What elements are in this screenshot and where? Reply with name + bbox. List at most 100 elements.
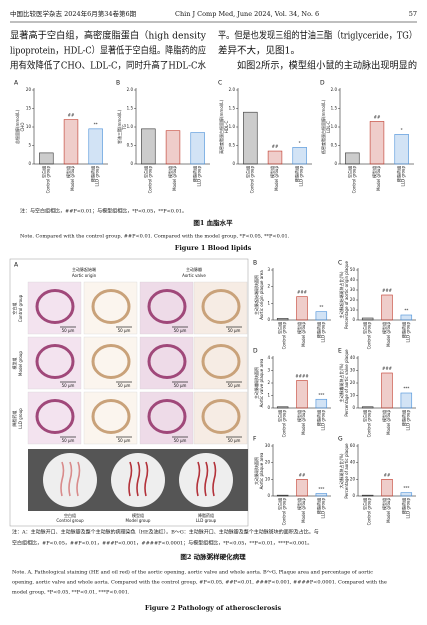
x-tick-label: LLD group [299,166,304,187]
bar [165,130,181,165]
x-tick-label: LLD group [320,410,325,431]
x-tick-label: 降脂药组 [294,166,300,182]
figure-note: model group, *P<0.05, **P<0.01, ***P<0.0… [12,590,130,596]
bar [345,152,360,165]
y-tick-label: 0.5 [229,143,236,148]
y-axis-label: 低密度脂蛋白胆固醇(mmol/L) [320,100,326,154]
significance-marker: ** [94,122,98,127]
bar [243,111,258,165]
significance-marker: *** [403,386,409,391]
panel-letter: B [253,260,257,267]
panel-letter: B [116,80,120,87]
panel-letter: A [14,262,19,269]
bar [296,479,308,497]
y-tick-label: 2 [267,380,270,385]
y-tick-label: 0 [267,493,270,498]
x-tick-label: 空白组 [142,166,148,178]
x-tick-label: Control group [147,166,152,194]
body-line: lipoprotein，HDL-C）显著低于空白组。降脂药的应 [10,45,206,57]
row-label: LLD group [18,408,23,429]
x-tick-label: 模型组 [269,166,275,178]
body-line: 差异不大，见图1。 [218,45,300,57]
x-tick-label: 空白组 [40,166,46,178]
row-label: 降脂药组 [11,411,17,427]
y-axis-label: 甘油三酯(mmol/L) [116,110,122,144]
y-tick-label: 3 [267,267,270,272]
significance-marker: #### [295,374,309,379]
bar [381,479,393,497]
y-tick-label: 0 [232,161,235,166]
bar [88,128,103,165]
photo-label: LLD group [196,518,217,523]
bar [63,119,79,165]
tissue-section [147,344,187,379]
x-tick-label: Control group [351,166,356,194]
y-axis-label: CHO [20,123,25,132]
y-tick-label: 20 [265,460,271,465]
x-tick-label: Model group [301,410,306,435]
y-axis-label: 大动脉斑块面积 [253,457,259,485]
y-tick-label: 0 [352,317,355,322]
x-tick-label: 空白组 [346,166,352,178]
bar [361,494,374,497]
x-tick-label: LLD group [405,410,410,431]
y-tick-label: 1.0 [127,124,134,129]
tissue-section [35,289,75,324]
significance-marker: *** [403,486,409,491]
y-tick-label: 20 [350,297,356,302]
y-axis-label: TG [122,124,127,131]
scale-label: 50 μm [174,383,187,388]
bar [381,294,393,321]
y-tick-label: 15 [26,106,32,111]
y-tick-label: 10 [26,124,32,129]
bar [394,134,409,165]
significance-marker: ### [382,366,393,371]
x-tick-label: 空白组 [277,410,283,422]
y-tick-label: 0 [267,405,270,410]
panel-letter: D [253,348,258,355]
x-tick-label: Control group [249,166,254,194]
panel-letter: F [253,436,257,443]
x-tick-label: 降脂药组 [400,322,406,338]
y-tick-label: 0 [352,493,355,498]
significance-marker: ## [68,113,75,118]
figure-title: 图1 血脂水平 [193,218,233,227]
photo-label: 模型组 [132,512,144,518]
y-axis-label: HDL-C [224,121,229,134]
y-tick-label: 1 [267,393,270,398]
y-tick-label: 10 [350,307,356,312]
x-tick-label: 模型组 [167,166,173,178]
x-tick-label: 模型组 [381,498,387,510]
figure-note: 注：与空白组相比，##P<0.01；与模型组相比，*P<0.05，**P<0.0… [20,208,187,215]
aorta [128,461,133,497]
scale-label: 50 μm [228,438,241,443]
significance-marker: * [401,127,403,132]
bar [400,492,413,497]
figure-note: opening, aortic valve and whole aorta. C… [12,580,387,586]
figure-note: Note. Compared with the control group, #… [20,234,290,240]
x-tick-label: 降脂药组 [396,166,402,182]
x-tick-label: LLD group [405,322,410,343]
x-tick-label: LLD group [197,166,202,187]
tissue-section [147,289,187,324]
x-tick-label: Control group [282,498,287,526]
photo-label: 空白组 [64,512,76,518]
y-axis-label: 大动脉斑块占比(%) [338,453,344,488]
y-axis-label: Aortic plaque area [259,452,264,489]
y-axis-label: Percentage of aortic origin plaque [344,261,349,329]
x-tick-label: 降脂药组 [90,166,96,182]
y-tick-label: 2 [267,284,270,289]
x-tick-label: 模型组 [296,498,302,510]
x-tick-label: 模型组 [381,410,387,422]
y-tick-label: 1.0 [331,124,338,129]
aorta [212,461,217,497]
bar [141,128,156,165]
y-tick-label: 0.5 [127,143,134,148]
x-tick-label: Control group [367,322,372,350]
tissue-section [91,344,131,379]
y-tick-label: 2.0 [229,87,236,92]
x-tick-label: 空白组 [244,166,250,178]
scale-label: 50 μm [62,383,75,388]
